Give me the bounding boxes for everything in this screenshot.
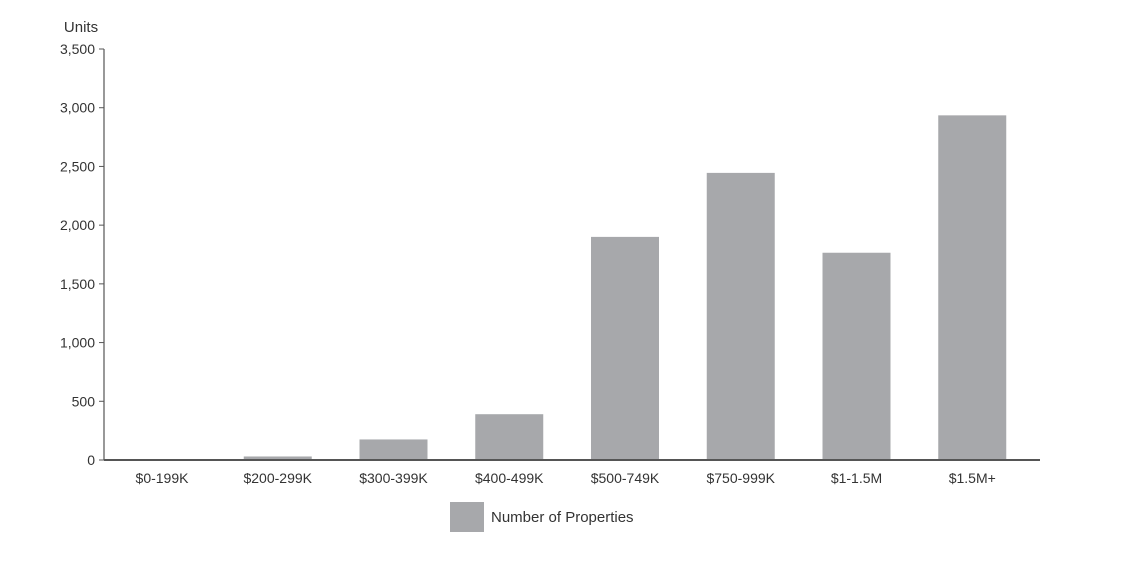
x-tick-label: $500-749K [591, 470, 660, 486]
bar [359, 439, 428, 460]
y-tick-label: 3,500 [60, 41, 95, 57]
x-tick-label: $1.5M+ [949, 470, 996, 486]
y-tick-label: 0 [87, 452, 95, 468]
x-tick-label: $400-499K [475, 470, 544, 486]
x-axis: $0-199K $200-299K $300-399K $400-499K $500-7… [104, 459, 1040, 486]
y-axis: 0 500 1,000 1,500 2,000 2,500 3,000 3,500 [60, 41, 105, 468]
y-tick-label: 2,000 [60, 217, 95, 233]
bar [938, 115, 1007, 461]
bar [706, 172, 775, 460]
y-axis-label: Units [64, 19, 98, 36]
y-tick-label: 2,500 [60, 158, 95, 174]
bar [475, 414, 544, 460]
x-tick-label: $1-1.5M [831, 470, 882, 486]
x-tick-label: $200-299K [243, 470, 312, 486]
x-tick-label: $750-999K [706, 470, 775, 486]
bar [822, 252, 891, 460]
x-tick-label: $300-399K [359, 470, 428, 486]
bar [243, 456, 312, 460]
legend-swatch [450, 502, 484, 532]
y-tick-label: 500 [72, 393, 96, 409]
bar [591, 236, 659, 460]
bar-series [128, 115, 1007, 461]
y-tick-label: 3,000 [60, 100, 95, 116]
legend-label: Number of Properties [491, 508, 634, 526]
y-tick-label: 1,500 [60, 276, 95, 292]
y-tick-label: 1,000 [60, 335, 95, 351]
x-tick-label: $0-199K [136, 470, 190, 486]
legend: Number of Properties [450, 502, 634, 532]
